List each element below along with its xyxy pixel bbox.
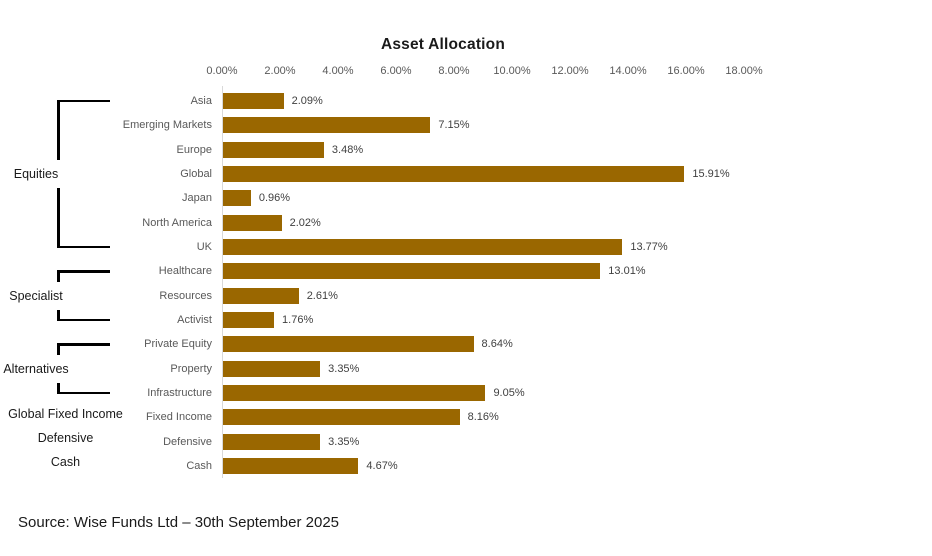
x-tick-label: 4.00% [322, 65, 354, 77]
x-tick-label: 14.00% [609, 65, 647, 77]
category-label: Global [180, 167, 212, 180]
x-tick-label: 2.00% [264, 65, 296, 77]
value-label: 8.16% [467, 411, 499, 424]
data-bar [223, 165, 685, 182]
value-label: 8.64% [481, 338, 513, 351]
value-label: 9.05% [493, 386, 525, 399]
data-bar [223, 457, 359, 474]
data-bar [223, 287, 299, 304]
data-bar [223, 263, 601, 280]
value-label: 3.35% [328, 435, 360, 448]
category-label: Property [170, 362, 212, 375]
category-label: Defensive [163, 435, 212, 448]
data-bar [223, 238, 623, 255]
data-bar [223, 360, 321, 377]
data-bar [223, 311, 275, 328]
value-label: 13.77% [630, 240, 668, 253]
category-label: Asia [190, 95, 212, 107]
value-label: 15.91% [692, 167, 730, 180]
category-label: Europe [176, 143, 212, 156]
data-bar [223, 433, 321, 450]
bracket-bottom-line [57, 245, 110, 249]
bracket-lower-vertical [57, 309, 60, 320]
bracket-top-line [57, 99, 110, 103]
bracket-upper-vertical [57, 101, 60, 160]
value-label: 0.96% [258, 192, 291, 205]
data-bar [223, 384, 486, 401]
data-bar [223, 190, 251, 207]
category-label: Infrastructure [147, 386, 212, 399]
bracket-upper-vertical [57, 271, 60, 282]
x-tick-label: 10.00% [493, 65, 531, 77]
bracket-bottom-line [57, 318, 110, 322]
group-label: Alternatives [3, 361, 69, 376]
category-label: Activist [177, 313, 212, 326]
category-label: Fixed Income [145, 411, 212, 424]
data-bar [223, 409, 460, 426]
group-label: Equities [13, 166, 59, 181]
bracket-upper-vertical [57, 344, 60, 355]
group-label: Global Fixed Income [8, 406, 123, 421]
category-label: Resources [159, 289, 212, 302]
value-label: 2.09% [291, 95, 323, 107]
data-bar [223, 93, 284, 109]
group-label: Cash [50, 455, 81, 470]
value-label: 3.35% [328, 362, 360, 375]
data-bar [223, 336, 474, 353]
value-label: 7.15% [438, 119, 470, 132]
chart-title: Asset Allocation [380, 36, 506, 53]
category-label: Private Equity [144, 338, 212, 351]
group-label: Defensive [37, 431, 94, 446]
x-tick-label: 12.00% [551, 65, 589, 77]
value-label: 2.02% [289, 216, 321, 229]
data-bar [223, 141, 324, 158]
x-tick-label: 18.00% [725, 65, 763, 77]
bracket-lower-vertical [57, 187, 60, 247]
x-tick-label: 0.00% [206, 65, 238, 77]
category-label: Emerging Markets [122, 119, 212, 132]
value-label: 4.67% [366, 459, 398, 472]
bracket-bottom-line [57, 391, 110, 395]
x-tick-label: 16.00% [667, 65, 705, 77]
source-text: Source: Wise Funds Ltd – 30th September … [18, 514, 340, 531]
data-bar [223, 117, 431, 134]
bracket-lower-vertical [57, 382, 60, 393]
bracket-top-line [57, 270, 110, 273]
category-label: Japan [182, 192, 212, 205]
category-label: Cash [186, 459, 212, 472]
y-axis-line [221, 86, 223, 478]
value-label: 2.61% [306, 289, 338, 302]
value-label: 1.76% [282, 313, 314, 326]
group-label: Specialist [9, 288, 63, 303]
x-tick-label: 6.00% [380, 65, 412, 77]
category-label: North America [142, 216, 212, 229]
value-label: 13.01% [608, 265, 646, 278]
bracket-top-line [57, 343, 110, 346]
data-bar [223, 214, 282, 231]
value-label: 3.48% [331, 143, 364, 156]
category-label: UK [196, 240, 212, 253]
x-tick-label: 8.00% [438, 65, 470, 77]
category-label: Healthcare [158, 265, 212, 278]
